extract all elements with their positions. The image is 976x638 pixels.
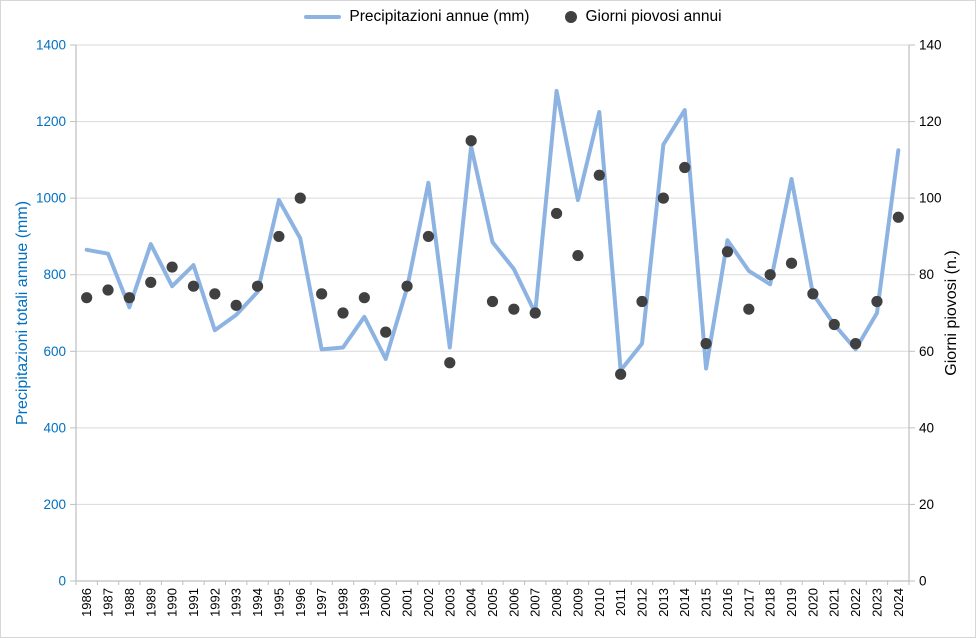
svg-text:2023: 2023 bbox=[869, 588, 884, 617]
svg-text:40: 40 bbox=[919, 420, 934, 435]
svg-text:2022: 2022 bbox=[848, 588, 863, 617]
svg-text:1999: 1999 bbox=[357, 588, 372, 617]
svg-text:1995: 1995 bbox=[271, 588, 286, 617]
svg-text:2002: 2002 bbox=[421, 588, 436, 617]
svg-text:2008: 2008 bbox=[549, 588, 564, 617]
svg-text:0: 0 bbox=[58, 574, 66, 589]
svg-text:20: 20 bbox=[919, 497, 934, 512]
svg-text:2006: 2006 bbox=[506, 588, 521, 617]
svg-text:2015: 2015 bbox=[699, 588, 714, 617]
svg-text:2007: 2007 bbox=[528, 588, 543, 617]
svg-text:1988: 1988 bbox=[122, 588, 137, 617]
svg-text:2016: 2016 bbox=[720, 588, 735, 617]
svg-text:2003: 2003 bbox=[442, 588, 457, 617]
svg-text:1993: 1993 bbox=[229, 588, 244, 617]
left-axis-title: Precipitazioni totali annue (mm) bbox=[14, 200, 31, 426]
svg-text:2011: 2011 bbox=[613, 588, 628, 616]
svg-text:1998: 1998 bbox=[335, 588, 350, 617]
svg-text:120: 120 bbox=[919, 114, 942, 129]
svg-text:600: 600 bbox=[43, 344, 66, 359]
svg-text:2017: 2017 bbox=[741, 588, 756, 617]
svg-text:1997: 1997 bbox=[314, 588, 329, 617]
svg-text:1987: 1987 bbox=[101, 588, 116, 617]
svg-text:1000: 1000 bbox=[36, 191, 66, 206]
svg-text:1990: 1990 bbox=[165, 588, 180, 617]
svg-text:200: 200 bbox=[43, 497, 66, 512]
svg-text:2024: 2024 bbox=[891, 588, 906, 617]
svg-text:800: 800 bbox=[43, 267, 66, 282]
svg-text:2014: 2014 bbox=[677, 588, 692, 617]
svg-text:2013: 2013 bbox=[656, 588, 671, 617]
svg-text:60: 60 bbox=[919, 344, 934, 359]
svg-text:80: 80 bbox=[919, 267, 934, 282]
svg-text:2012: 2012 bbox=[635, 588, 650, 617]
svg-text:2004: 2004 bbox=[464, 588, 479, 617]
svg-text:2010: 2010 bbox=[592, 588, 607, 617]
svg-text:1992: 1992 bbox=[207, 588, 222, 617]
right-axis-title: Giorni piovosi (n.) bbox=[943, 250, 960, 376]
svg-text:2001: 2001 bbox=[400, 588, 415, 617]
svg-text:1986: 1986 bbox=[79, 588, 94, 617]
svg-text:1994: 1994 bbox=[250, 588, 265, 617]
svg-text:1991: 1991 bbox=[186, 588, 201, 617]
svg-text:0: 0 bbox=[919, 574, 927, 589]
svg-text:2021: 2021 bbox=[827, 588, 842, 617]
svg-text:2018: 2018 bbox=[763, 588, 778, 617]
svg-text:2000: 2000 bbox=[378, 588, 393, 617]
svg-text:400: 400 bbox=[43, 420, 66, 435]
svg-text:2009: 2009 bbox=[570, 588, 585, 617]
svg-text:1200: 1200 bbox=[36, 114, 66, 129]
svg-text:1400: 1400 bbox=[36, 38, 66, 53]
svg-text:1996: 1996 bbox=[293, 588, 308, 617]
svg-text:2020: 2020 bbox=[805, 588, 820, 617]
svg-text:1989: 1989 bbox=[143, 588, 158, 617]
svg-text:2019: 2019 bbox=[784, 588, 799, 617]
svg-text:100: 100 bbox=[919, 191, 942, 206]
svg-text:140: 140 bbox=[919, 38, 942, 53]
svg-text:2005: 2005 bbox=[485, 588, 500, 617]
